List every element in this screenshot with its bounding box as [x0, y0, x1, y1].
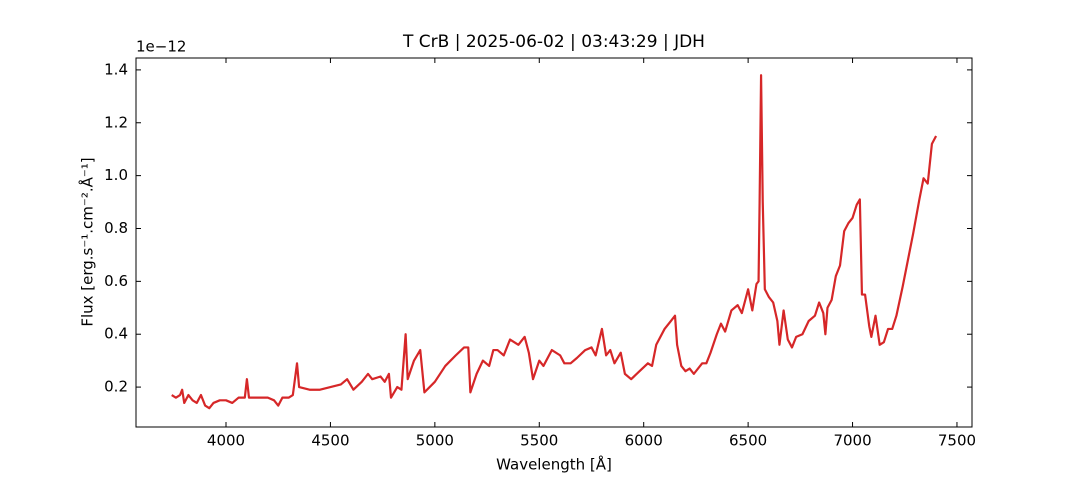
y-tick-label: 1.0 — [104, 166, 128, 184]
x-tick-label: 4500 — [311, 432, 349, 450]
x-tick-label: 6000 — [625, 432, 663, 450]
chart-title: T CrB | 2025-06-02 | 03:43:29 | JDH — [402, 32, 705, 52]
y-tick-label: 1.4 — [104, 60, 128, 78]
y-offset-label: 1e−12 — [136, 38, 186, 56]
x-axis-label: Wavelength [Å] — [496, 455, 612, 474]
y-tick-label: 0.2 — [104, 378, 128, 396]
y-tick-label: 0.4 — [104, 325, 128, 343]
y-tick-label: 0.8 — [104, 219, 128, 237]
y-tick-label: 0.6 — [104, 272, 128, 290]
plot-frame — [135, 57, 973, 428]
x-tick-label: 5000 — [416, 432, 454, 450]
x-tick-label: 7000 — [833, 432, 871, 450]
y-axis-label: Flux [erg.s⁻¹.cm⁻².Å⁻¹] — [78, 157, 97, 326]
x-tick-label: 5500 — [520, 432, 558, 450]
y-tick-label: 1.2 — [104, 113, 128, 131]
x-tick-label: 7500 — [938, 432, 976, 450]
x-tick-label: 4000 — [207, 432, 245, 450]
spectrum-line — [171, 74, 938, 410]
x-tick-label: 6500 — [729, 432, 767, 450]
